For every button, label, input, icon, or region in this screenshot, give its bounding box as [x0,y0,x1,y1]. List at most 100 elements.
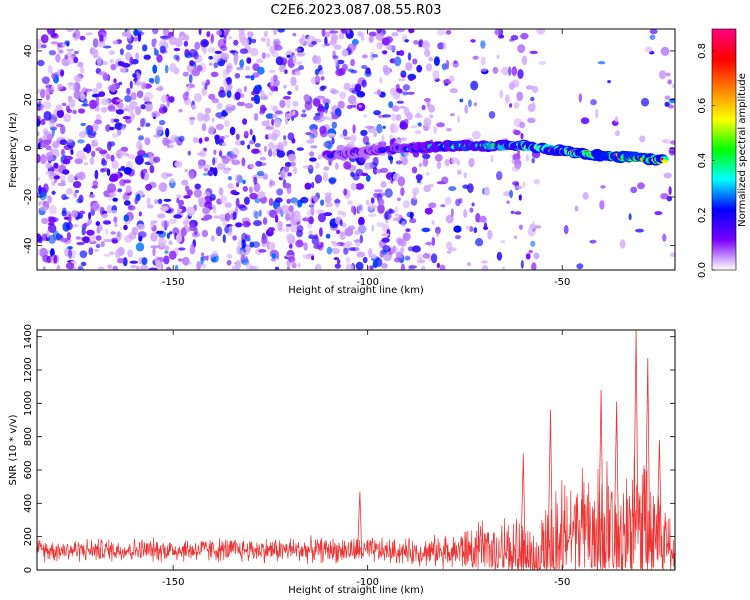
spectrogram-cell [216,163,226,170]
spectrogram-cell [97,41,106,48]
spectrogram-cell [361,79,367,88]
spectrogram-cell [401,220,406,228]
spectrogram-cell [61,193,67,201]
spectrogram-cell [362,54,368,59]
spectrogram-cell [37,88,41,95]
spectrogram-cell [343,247,349,255]
spectrogram-cell [289,223,299,233]
spectrogram-cell [85,32,93,36]
spectrogram-cell [371,54,379,58]
spectrogram-cell [529,223,536,230]
spectrogram-cell [431,236,436,246]
spectrogram-cell [136,265,140,270]
spectrogram-cell [208,93,216,100]
spectrogram-cell [328,177,337,184]
spectrogram-cell [163,255,170,265]
spectrogram-cell [189,246,196,255]
spectrogram-cell [468,157,475,168]
spectrogram-cell [520,260,524,269]
spectrogram-cell [244,66,251,71]
spectrogram-cell [382,114,392,118]
spectrogram-cell [388,101,394,109]
spectrogram-cell [368,213,377,218]
spectrogram-cell [361,172,368,177]
spectrogram-cell [637,182,645,190]
spectrogram-cell [52,73,56,81]
spectrogram-cell [45,162,53,169]
spectrogram-cell [144,101,153,112]
spectrogram-cell [326,246,333,255]
spectrogram-cell [339,91,346,100]
spectrogram-cell [245,245,252,252]
spectrogram-cell [379,77,383,84]
spectrogram-cell [139,264,149,270]
spectrogram-cell [324,194,332,204]
spectrogram-cell [272,74,278,82]
spectrogram-cell [193,92,202,103]
spectrogram-cell [479,68,488,72]
spectrogram-cell [331,247,338,252]
spectrogram-cell [65,262,75,270]
spectrogram-cell [607,80,611,84]
spectrogram-cell [204,136,210,142]
spectrogram-cell [619,239,626,249]
spectrogram-cell [59,139,68,146]
spectrogram-cell [164,250,169,254]
spectrogram-cell [288,205,294,213]
spectrogram-cell [315,209,325,214]
spectrogram-cell [105,124,111,132]
spectrogram-cell [463,208,468,218]
spectrogram-cell [340,29,347,34]
spectrogram-cell [286,198,291,204]
spectrogram-cell [157,198,163,205]
spectrogram-cell [284,164,290,173]
spectrogram-cell [286,54,291,58]
spectrogram-cell [131,226,138,236]
spectrogram-cell [37,115,41,121]
spectrogram-cell [311,77,317,85]
spectrogram-cell [45,151,54,162]
spectrogram-cell [358,156,367,163]
spectrogram-cell [267,148,273,158]
spectrogram-cell [293,166,298,175]
spectrogram-cell [86,229,95,236]
spectrogram-cell [533,178,541,185]
spectrogram-cell [395,83,400,90]
spectrogram-cell [498,34,505,39]
spectrogram-cell [176,208,183,213]
spectrogram-cell [158,237,167,248]
spectrogram-cell [59,174,66,181]
spectrogram-cell [156,129,163,135]
spectrogram-cell [600,185,606,189]
spectrogram-cell [416,259,426,264]
spectrogram-cell [667,79,672,85]
spectrogram-cell [243,196,250,205]
spectrogram-cell [95,114,102,122]
spectrogram-cell [218,90,227,98]
spectrogram-cell [290,76,297,87]
spectrogram-cell [448,75,455,83]
spectrogram-cell [123,167,132,175]
spectrogram-cell [459,98,464,103]
spectrogram-cell [327,133,336,137]
spectrogram-cell [162,105,168,113]
spectrogram-cell [251,148,260,154]
spectrogram-cell [74,172,84,179]
spectrogram-cell [47,224,57,233]
snr-y-tick-label: 1400 [23,324,34,349]
spectrogram-cell [125,44,133,51]
spectrogram-cell [450,208,454,218]
spectrogram-cell [294,202,298,206]
spectrogram-cell [198,29,202,35]
spectrogram-cell [266,37,271,48]
spectrogram-cell [303,242,308,251]
spectrogram-cell [319,115,326,122]
spectrogram-cell [538,60,547,65]
spectrogram-cell [216,30,222,36]
spectrogram-cell [66,222,73,231]
spectrogram-cell [184,168,188,173]
spectrogram-cell [162,29,170,36]
spectrogram-cell [137,136,145,141]
spectrogram-cell [597,61,606,65]
